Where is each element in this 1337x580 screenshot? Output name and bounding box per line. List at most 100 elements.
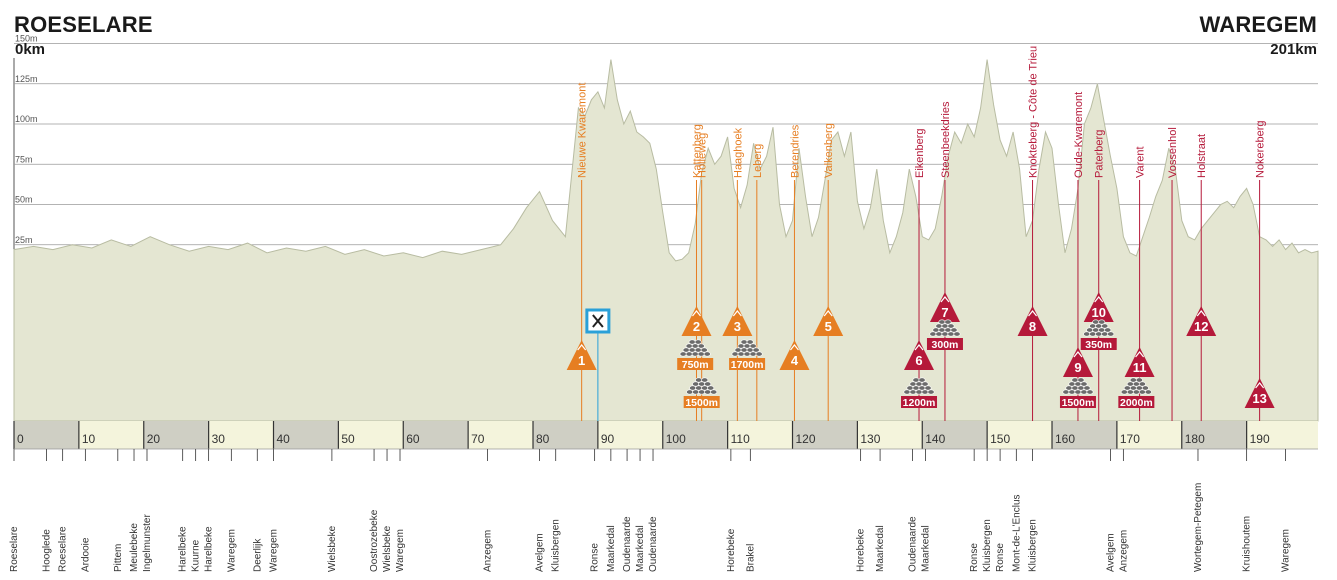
cobble-sector: 750m: [677, 339, 714, 371]
place-label: Waregem: [1281, 529, 1292, 572]
cobble-length: 750m: [682, 359, 709, 371]
x-tick-label: 70: [471, 432, 485, 446]
place-label: Anzegem: [1118, 530, 1129, 572]
place-label: Kluisbergen: [551, 519, 562, 572]
cobblestone-icon: [688, 339, 696, 345]
cobble-length: 350m: [1085, 339, 1112, 351]
climb-name: Nieuwe Kwaremont: [577, 83, 589, 178]
climb-name: Leberg: [752, 144, 764, 178]
start-city: ROESELARE: [14, 12, 153, 37]
climb-name: Holleweg: [697, 133, 709, 178]
y-tick-label: 25m: [15, 235, 33, 245]
cobble-label-box: [677, 358, 714, 370]
place-label: Ronse: [995, 543, 1006, 572]
x-tick-label: 170: [1120, 432, 1140, 446]
cobblestone-icon: [710, 389, 718, 395]
distance-band-segment: [78, 421, 144, 449]
cobblestone-icon: [944, 319, 952, 325]
climb-name: Haaghoek: [732, 127, 744, 178]
distance-band-segment: [792, 421, 858, 449]
place-label: Maarkedal: [606, 525, 617, 572]
x-tick-label: 10: [82, 432, 96, 446]
x-tick-label: 120: [796, 432, 816, 446]
mountain-peak-icon: [1094, 296, 1104, 303]
cobblestone-icon: [1141, 385, 1149, 391]
place-label: Ronse: [969, 543, 980, 572]
cobble-sector: 350m: [1080, 319, 1117, 351]
climb-name: Oude-Kwaremont: [1073, 92, 1085, 178]
climb-number: 2: [693, 319, 700, 334]
distance-band-segment: [597, 421, 663, 449]
climb-name: Varent: [1135, 146, 1147, 178]
cobblestone-icon: [1086, 389, 1094, 395]
climb-marker-icon: [566, 340, 597, 370]
x-tick-label: 0: [17, 432, 24, 446]
cobblestone-icon: [1077, 377, 1085, 383]
place-label: Harelbeke: [178, 526, 189, 572]
cobblestone-icon: [752, 347, 760, 353]
climb-number: 11: [1133, 360, 1147, 375]
mountain-peak-icon: [940, 296, 950, 303]
climb-marker-icon: [1083, 292, 1114, 322]
cobblestone-icon: [1080, 381, 1088, 387]
climb-number: 8: [1029, 319, 1036, 334]
cobblestone-icon: [701, 377, 709, 383]
cobble-label-box: [729, 358, 766, 370]
place-label: Wortegem-Petegem: [1193, 483, 1204, 572]
cobblestone-icon: [1135, 377, 1143, 383]
climb-marker-icon: [1062, 347, 1093, 377]
distance-band-segment: [143, 421, 209, 449]
place-label: Maarkedal: [635, 525, 646, 572]
mountain-peak-icon: [577, 344, 587, 351]
finish-city: WAREGEM: [1199, 12, 1317, 37]
cobble-sector: 1700m: [729, 339, 766, 371]
climb-marker-icon: [929, 292, 960, 322]
place-label: Kluisbergen: [1028, 519, 1039, 572]
place-label: Kluisbergen: [982, 519, 993, 572]
cobblestone-icon: [695, 377, 703, 383]
x-tick-label: 150: [990, 432, 1010, 446]
place-label: Waregem: [269, 529, 280, 572]
cobblestone-icon: [947, 323, 955, 329]
x-tick-label: 180: [1185, 432, 1205, 446]
cobble-length: 2000m: [1120, 397, 1153, 409]
cobblestone-icon: [694, 339, 702, 345]
place-label: Anzegem: [483, 530, 494, 572]
cobble-label-box: [683, 396, 720, 408]
x-tick-label: 160: [1055, 432, 1075, 446]
y-tick-label: 75m: [15, 154, 33, 164]
place-label: Avelgem: [1105, 533, 1116, 572]
mountain-peak-icon: [732, 310, 742, 317]
x-tick-label: 110: [731, 432, 750, 446]
start-distance: 0km: [15, 41, 46, 58]
climb-number: 4: [791, 353, 799, 368]
climb-number: 13: [1252, 391, 1266, 406]
cobblestone-icon: [1071, 377, 1079, 383]
climb-marker-icon: [1186, 306, 1217, 336]
cobblestone-icon: [953, 331, 961, 337]
mountain-peak-icon: [1255, 382, 1265, 389]
climb-number: 5: [825, 319, 832, 334]
climb-name: Paterberg: [1094, 130, 1106, 178]
climb-name: Valkenberg: [823, 123, 835, 178]
climb-marker-icon: [1244, 378, 1275, 408]
elevation-profile: [13, 59, 1319, 422]
cobble-sector: 300m: [926, 319, 963, 351]
cobble-length: 1500m: [1062, 397, 1095, 409]
place-label: Waregem: [395, 529, 406, 572]
cobblestone-icon: [749, 343, 757, 349]
cobblestone-icon: [927, 389, 935, 395]
cobblestone-icon: [950, 327, 958, 333]
mountain-peak-icon: [1073, 351, 1083, 358]
distance-band-segment: [1052, 421, 1117, 449]
cobblestone-icon: [1101, 323, 1109, 329]
climb-name: Knokteberg - Côte de Trieu: [1028, 46, 1040, 178]
x-tick-label: 60: [406, 432, 420, 446]
climb-marker-icon: [722, 306, 753, 336]
climb-number: 7: [941, 305, 948, 320]
place-label: Roeselare: [58, 526, 69, 572]
cobblestone-icon: [1083, 385, 1091, 391]
cobble-sector: 1500m: [1059, 377, 1096, 409]
climb-marker-icon: [1017, 306, 1048, 336]
place-label: Harelbeke: [204, 526, 215, 572]
